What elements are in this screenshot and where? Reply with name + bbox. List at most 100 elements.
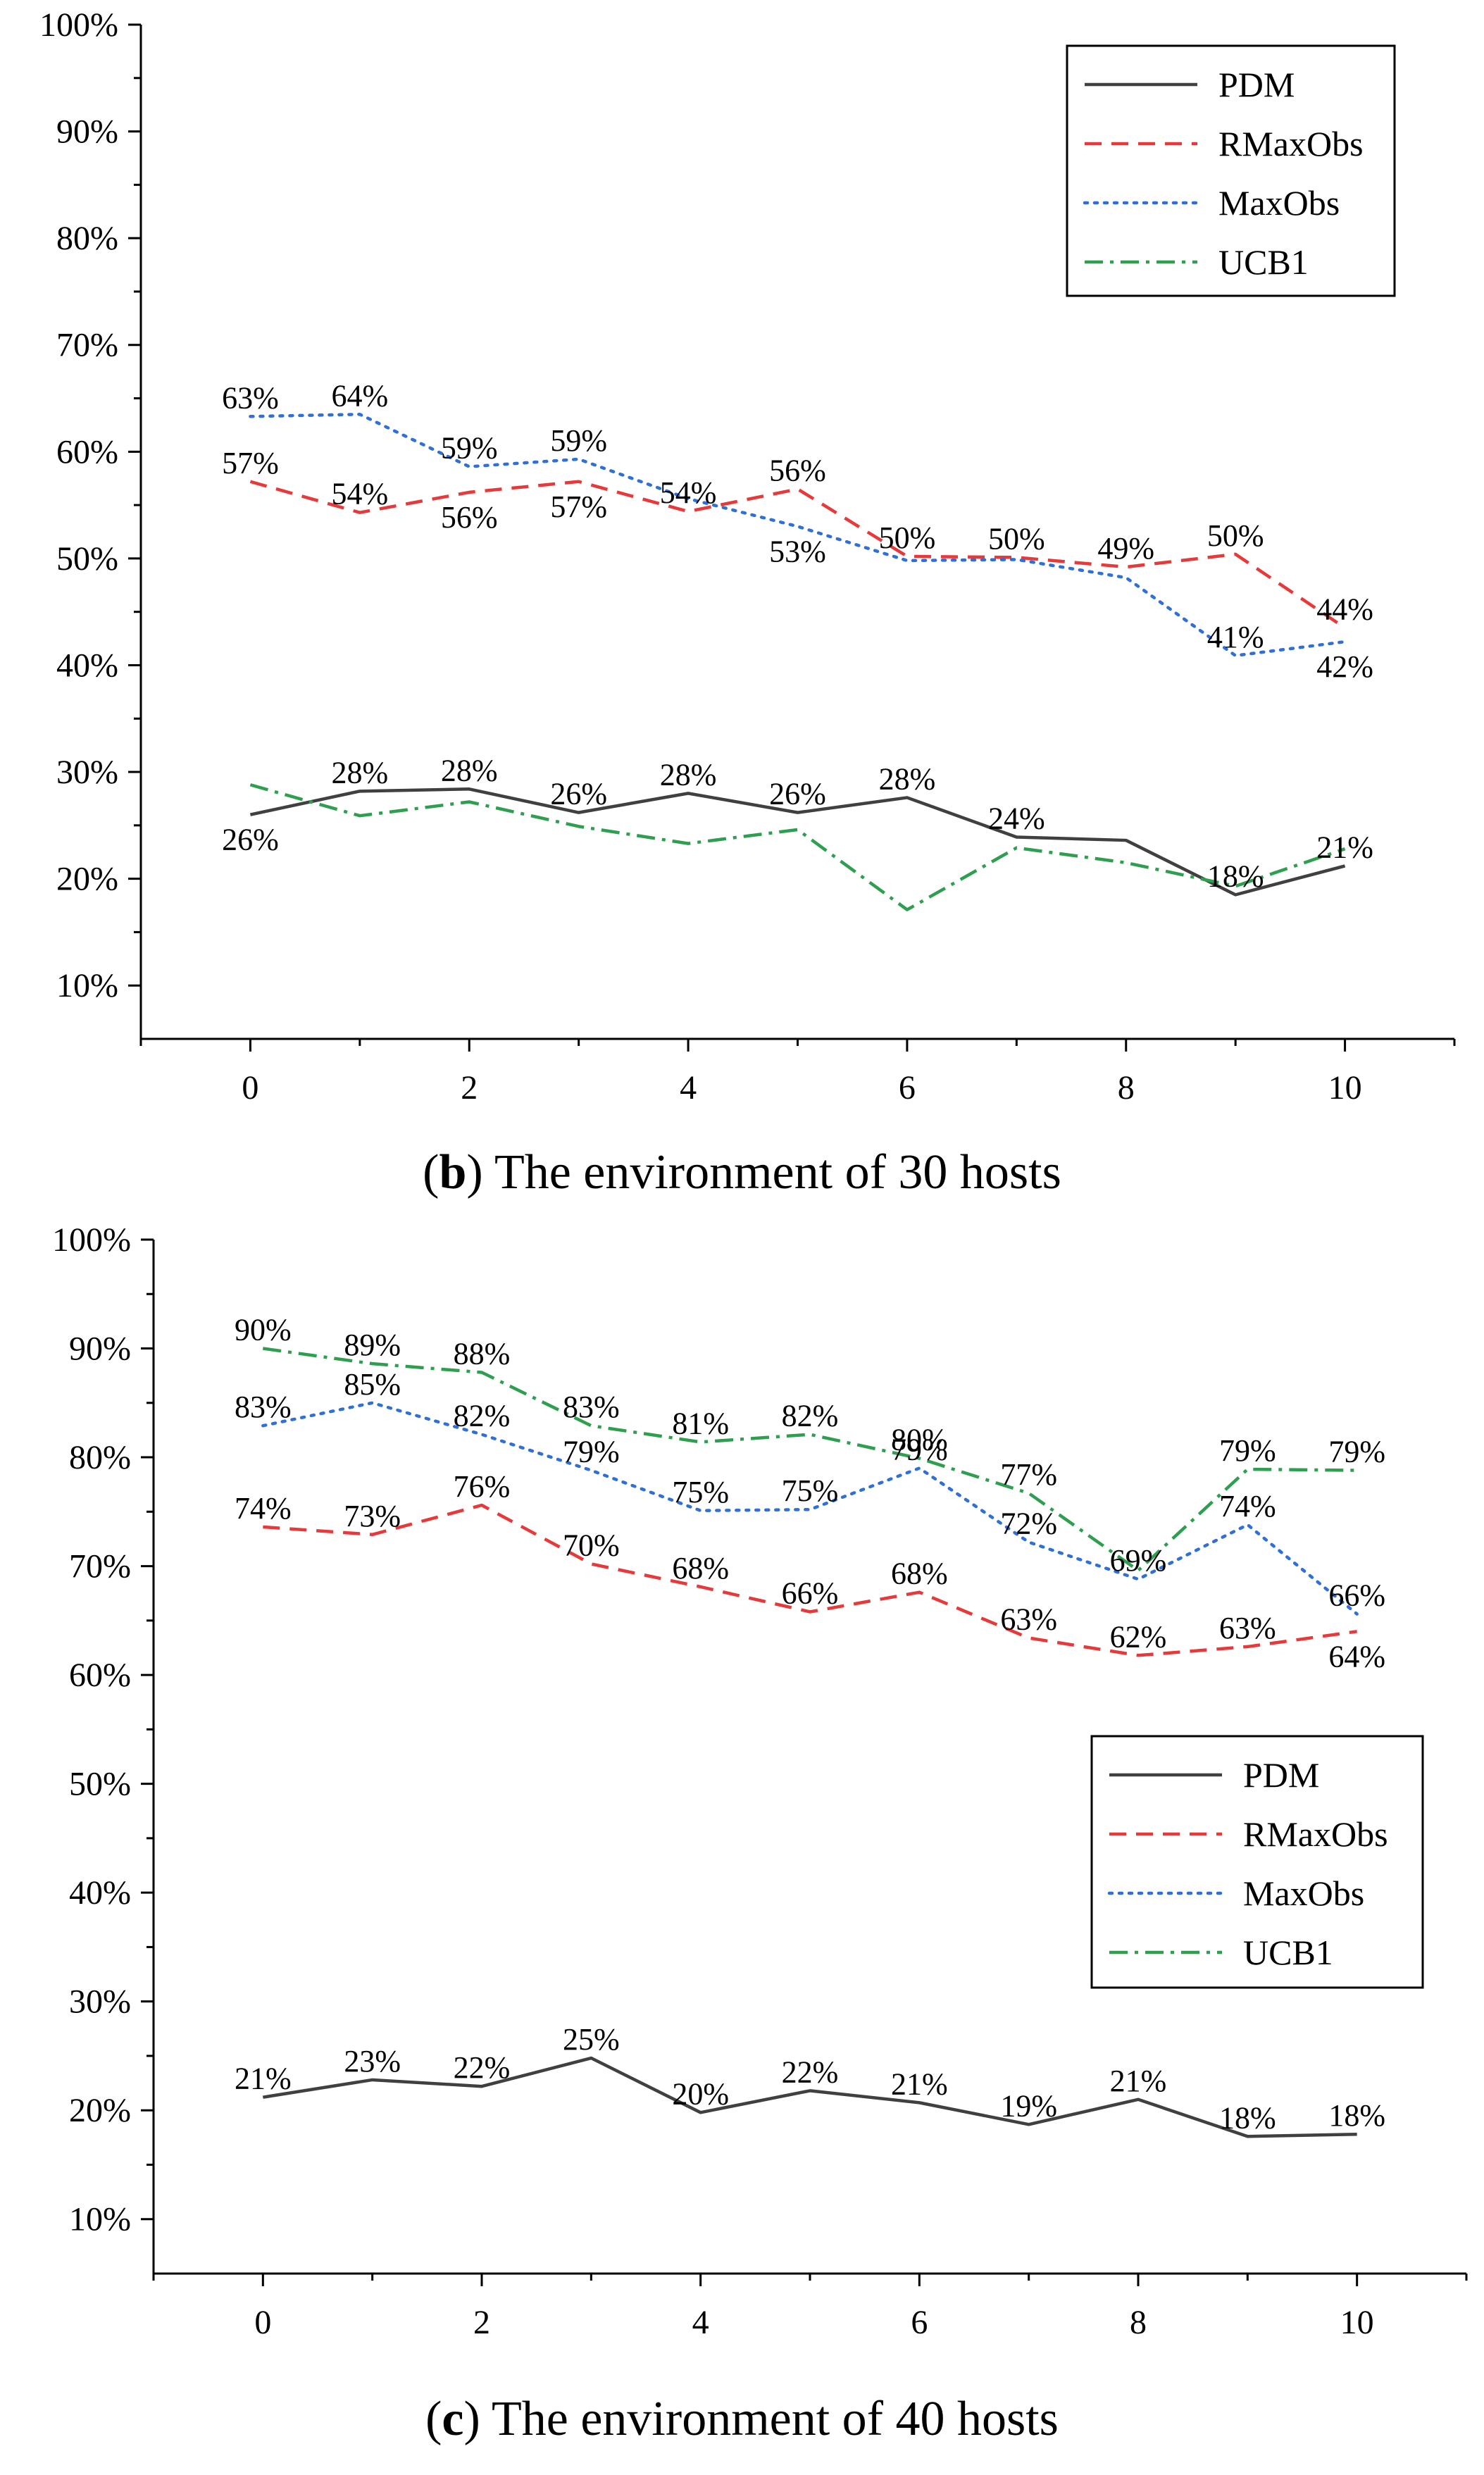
data-label-maxobs: 69% — [1110, 1543, 1167, 1578]
data-label-rmaxobs: 62% — [1110, 1619, 1167, 1654]
y-tick-label: 80% — [56, 220, 118, 257]
legend-label-rmaxobs: RMaxObs — [1218, 124, 1364, 163]
data-label-rmaxobs: 57% — [222, 446, 279, 480]
y-tick-label: 60% — [69, 1657, 131, 1694]
data-label-maxobs: 64% — [332, 378, 389, 413]
y-tick-label: 70% — [69, 1548, 131, 1585]
data-label-pdm: 24% — [988, 802, 1045, 836]
data-label-maxobs: 74% — [1219, 1489, 1276, 1523]
data-label-rmaxobs: 70% — [563, 1528, 620, 1562]
x-tick-label: 10 — [1340, 2304, 1374, 2341]
data-label-pdm: 20% — [672, 2076, 729, 2111]
y-tick-label: 80% — [69, 1439, 131, 1476]
legend-box — [1090, 1735, 1424, 1989]
data-label-maxobs: 79% — [891, 1433, 948, 1467]
data-label-pdm: 23% — [344, 2044, 401, 2078]
data-label-rmaxobs: 44% — [1316, 592, 1373, 626]
data-label-pdm: 26% — [550, 777, 607, 811]
data-label-maxobs: 72% — [1000, 1507, 1057, 1541]
caption-text: The environment of 30 hosts — [494, 1145, 1061, 1199]
data-label-rmaxobs: 54% — [660, 475, 717, 510]
legend-label-ucb1: UCB1 — [1218, 242, 1309, 282]
data-label-rmaxobs: 49% — [1097, 531, 1154, 566]
legend-label-maxobs: MaxObs — [1243, 1874, 1364, 1913]
series-line-rmaxobs — [249, 480, 1346, 630]
data-label-rmaxobs: 73% — [344, 1499, 401, 1533]
data-label-rmaxobs: 54% — [332, 477, 389, 511]
data-label-maxobs: 53% — [769, 534, 826, 568]
series-line-maxobs — [261, 1401, 1359, 1616]
y-tick-label: 40% — [56, 647, 118, 684]
data-label-ucb1: 83% — [563, 1390, 620, 1424]
data-label-maxobs: 75% — [782, 1473, 839, 1508]
data-label-rmaxobs: 50% — [988, 521, 1045, 556]
caption-text: The environment of 40 hosts — [492, 2392, 1059, 2446]
y-tick-label: 10% — [69, 2201, 131, 2238]
series-line-pdm — [262, 2056, 1357, 2138]
data-label-maxobs: 82% — [454, 1399, 511, 1433]
data-label-maxobs: 75% — [672, 1475, 729, 1509]
data-label-rmaxobs: 50% — [1207, 518, 1264, 553]
data-label-pdm: 18% — [1207, 859, 1264, 893]
data-label-maxobs: 59% — [441, 431, 498, 466]
data-label-maxobs: 59% — [550, 423, 607, 458]
caption-letter: b — [439, 1145, 467, 1199]
x-tick-label: 4 — [692, 2304, 709, 2341]
x-tick-label: 6 — [899, 1069, 916, 1106]
chart-30-hosts: 10% 20% 30% 40% 50% 60% 70% 80% 90% 100% 0 2 4 6 8 10 26… — [39, 6, 1456, 1106]
data-label-rmaxobs: 50% — [879, 520, 936, 555]
x-tick-label: 0 — [242, 1069, 258, 1106]
y-tick-label: 90% — [69, 1330, 131, 1368]
data-label-maxobs: 85% — [344, 1367, 401, 1402]
data-label-maxobs: 66% — [1328, 1578, 1385, 1613]
y-tick-label: 50% — [56, 540, 118, 578]
caption-letter: c — [442, 2392, 464, 2446]
x-tick-label: 8 — [1130, 2304, 1147, 2341]
legend-label-pdm: PDM — [1243, 1755, 1319, 1795]
x-tick-label: 0 — [254, 2304, 271, 2341]
x-tick-label: 6 — [911, 2304, 928, 2341]
data-label-ucb1: 82% — [782, 1399, 839, 1433]
data-label-pdm: 28% — [332, 755, 389, 790]
y-tick-label: 60% — [56, 433, 118, 470]
x-tick-label: 2 — [473, 2304, 490, 2341]
y-tick-label: 10% — [56, 967, 118, 1004]
legend-label-maxobs: MaxObs — [1218, 183, 1340, 223]
y-tick-label: 20% — [69, 2092, 131, 2129]
data-label-pdm: 21% — [1110, 2064, 1167, 2098]
data-label-pdm: 22% — [782, 2055, 839, 2089]
series-line-ucb1 — [263, 1347, 1357, 1573]
data-label-pdm: 28% — [660, 757, 717, 792]
series-line-ucb1 — [249, 783, 1346, 911]
data-label-rmaxobs: 63% — [1000, 1602, 1057, 1637]
data-label-rmaxobs: 57% — [550, 490, 607, 524]
data-label-maxobs: 83% — [235, 1390, 292, 1424]
caption-40-hosts: (c) The environment of 40 hosts — [425, 2392, 1059, 2446]
data-label-maxobs: 79% — [563, 1435, 620, 1469]
chart-40-hosts: 10% 20% 30% 40% 50% 60% 70% 80% 90% 100% 0 2 4 6 8 10 21… — [52, 1221, 1468, 2341]
y-tick-label: 40% — [69, 1874, 131, 1912]
y-tick-label: 30% — [56, 754, 118, 791]
data-label-pdm: 18% — [1219, 2100, 1276, 2135]
data-label-ucb1: 90% — [235, 1313, 292, 1347]
data-label-rmaxobs: 66% — [782, 1576, 839, 1610]
data-label-ucb1: 88% — [454, 1337, 511, 1371]
x-tick-label: 10 — [1328, 1069, 1362, 1106]
data-label-pdm: 21% — [235, 2062, 292, 2096]
legend-label-rmaxobs: RMaxObs — [1243, 1814, 1388, 1854]
data-label-maxobs: 42% — [1316, 649, 1373, 684]
y-tick-label: 30% — [69, 1983, 131, 2021]
legend-label-pdm: PDM — [1218, 65, 1295, 104]
data-label-ucb1: 77% — [1000, 1457, 1057, 1492]
data-label-ucb1: 81% — [672, 1406, 729, 1440]
legend-label-ucb1: UCB1 — [1243, 1933, 1333, 1972]
data-label-pdm: 22% — [454, 2050, 511, 2085]
y-tick-label: 100% — [39, 6, 118, 44]
data-label-ucb1: 79% — [1328, 1435, 1385, 1469]
data-label-ucb1: 79% — [1219, 1433, 1276, 1468]
y-tick-label: 20% — [56, 861, 118, 898]
series-line-maxobs — [249, 413, 1347, 658]
data-label-pdm: 26% — [769, 777, 826, 811]
data-label-ucb1: 89% — [344, 1328, 401, 1362]
series-line-pdm — [249, 787, 1346, 897]
